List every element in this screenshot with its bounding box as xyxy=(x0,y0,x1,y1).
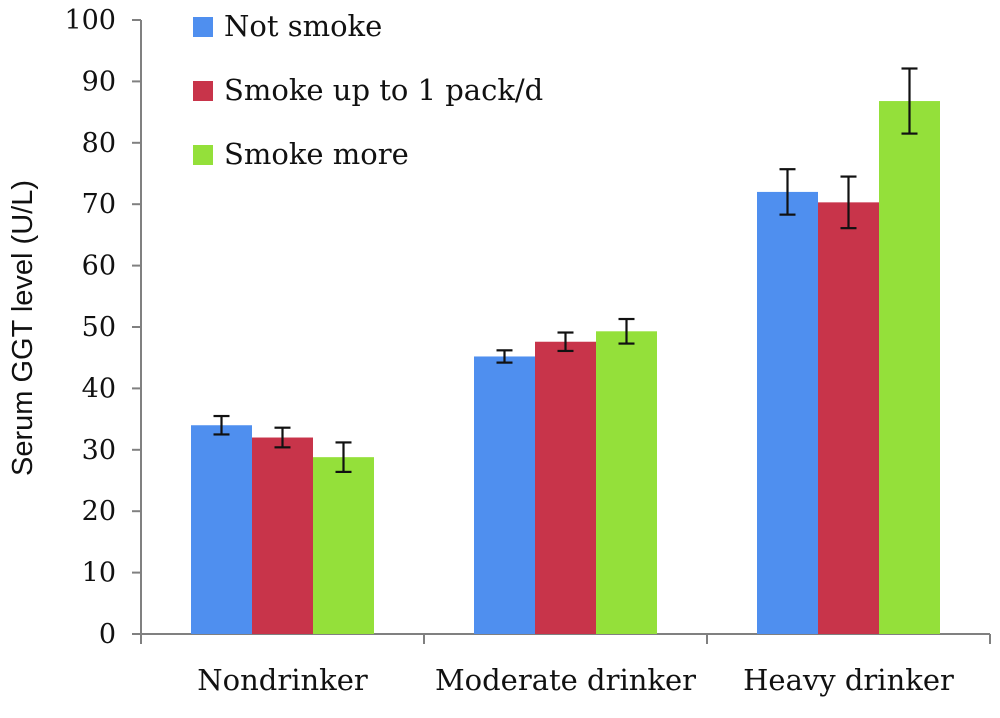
x-category-label: Nondrinker xyxy=(197,663,368,697)
bar xyxy=(818,202,879,634)
bar xyxy=(252,437,313,634)
bars xyxy=(191,67,940,635)
y-tick-label: 50 xyxy=(82,312,116,343)
bar xyxy=(757,191,818,635)
y-tick-label: 100 xyxy=(64,5,116,36)
y-tick-label: 90 xyxy=(82,66,116,97)
y-tick-label: 20 xyxy=(82,496,116,527)
legend-swatch xyxy=(193,17,213,37)
bar xyxy=(596,331,657,634)
y-axis-label: Serum GGT level (U/L) xyxy=(7,180,39,476)
bar xyxy=(879,101,940,635)
x-axis: Nondrinker Moderate drinker Heavy drinker xyxy=(140,633,991,697)
legend-swatch xyxy=(193,145,213,165)
bar xyxy=(474,356,535,634)
y-tick-label: 10 xyxy=(82,558,116,589)
legend-label: Smoke up to 1 pack/d xyxy=(224,73,543,107)
legend-swatch xyxy=(193,81,213,101)
bar xyxy=(535,341,596,634)
legend: Not smoke Smoke up to 1 pack/d Smoke more xyxy=(193,9,543,171)
y-tick-label: 80 xyxy=(82,128,116,159)
y-tick-label: 0 xyxy=(99,619,116,650)
y-tick-label: 40 xyxy=(82,373,116,404)
x-category-label: Heavy drinker xyxy=(743,663,954,697)
x-category-label: Moderate drinker xyxy=(435,663,696,697)
bar xyxy=(191,425,252,634)
bar xyxy=(313,457,374,634)
legend-label: Not smoke xyxy=(224,9,382,43)
legend-label: Smoke more xyxy=(224,137,409,171)
y-tick-label: 70 xyxy=(82,189,116,220)
y-axis: 0 10 20 30 40 50 60 70 80 90 100 xyxy=(64,5,142,650)
y-tick-label: 30 xyxy=(82,435,116,466)
y-tick-label: 60 xyxy=(82,251,116,282)
